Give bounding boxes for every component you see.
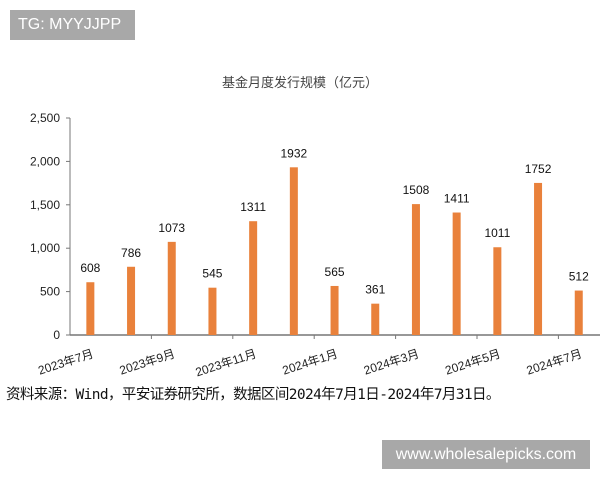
bar <box>208 287 217 335</box>
x-tick-label: 2023年11月 <box>194 347 258 380</box>
x-tick-label: 2024年3月 <box>362 347 421 378</box>
y-tick-label: 1,000 <box>30 241 60 255</box>
y-tick-label: 2,000 <box>30 154 60 168</box>
data-label: 1411 <box>444 192 470 206</box>
x-tick-label: 2024年1月 <box>281 347 340 378</box>
y-tick-label: 1,500 <box>30 198 60 212</box>
watermark-bottom-right: www.wholesalepicks.com <box>382 440 590 469</box>
bar <box>330 285 339 335</box>
y-tick-label: 0 <box>53 328 60 342</box>
data-label: 1011 <box>484 226 510 240</box>
chart-title: 基金月度发行规模（亿元） <box>221 76 378 91</box>
data-label: 1932 <box>280 146 307 160</box>
y-tick-label: 500 <box>40 285 60 299</box>
source-note: 资料来源：Wind，平安证券研究所，数据区间2024年7月1日-2024年7月3… <box>6 387 500 403</box>
x-tick-label: 2023年9月 <box>118 347 177 378</box>
x-tick-label: 2024年5月 <box>443 347 502 378</box>
y-tick-label: 2,500 <box>30 111 60 125</box>
data-label: 565 <box>325 265 345 279</box>
bar <box>167 241 176 335</box>
watermark-top-left: TG: MYYJJPP <box>10 10 135 40</box>
bar <box>289 167 298 335</box>
bar <box>411 204 420 335</box>
data-label: 1073 <box>158 221 185 235</box>
data-label: 1752 <box>525 162 552 176</box>
data-label: 1311 <box>240 200 266 214</box>
bar <box>127 266 136 335</box>
data-label: 545 <box>202 267 222 281</box>
bar <box>86 282 95 335</box>
bar <box>493 247 502 335</box>
data-label: 361 <box>365 283 385 297</box>
bar <box>452 212 461 335</box>
data-label: 786 <box>121 246 141 260</box>
data-label: 608 <box>80 261 100 275</box>
bar <box>534 182 543 335</box>
data-label: 1508 <box>403 183 430 197</box>
bar <box>574 290 583 335</box>
data-label: 512 <box>569 270 589 284</box>
x-tick-label: 2024年7月 <box>525 347 584 378</box>
bar-chart: 0 500 1,000 1,500 2,000 2,500 608 786 1073 545 131… <box>30 111 600 380</box>
bar <box>249 221 258 335</box>
x-tick-label: 2023年7月 <box>36 347 95 378</box>
bar <box>371 303 380 335</box>
